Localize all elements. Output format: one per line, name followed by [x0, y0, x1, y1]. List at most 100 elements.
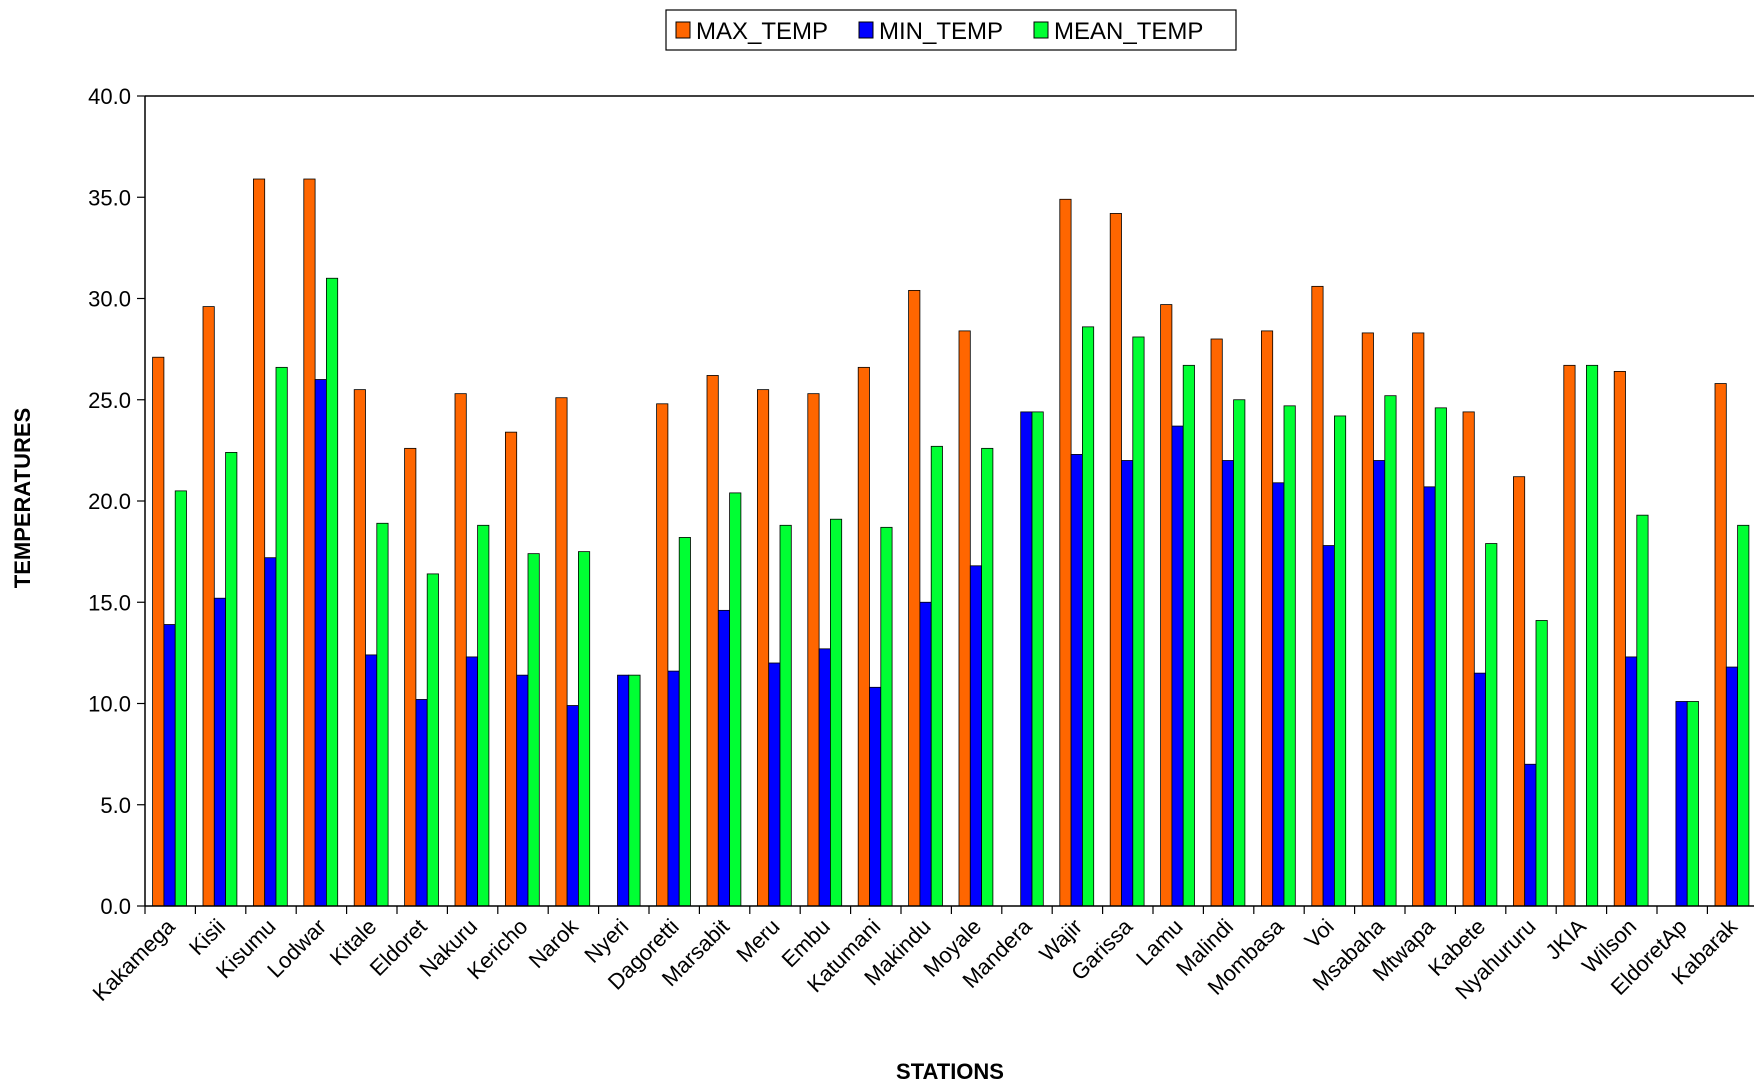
y-tick-label: 0.0 [100, 894, 131, 919]
bar-max-temp-voi [1311, 285, 1324, 907]
bar-max-temp-kabarak [1714, 383, 1727, 907]
bar-max-temp-makindu [908, 289, 921, 907]
y-tick-label: 10.0 [88, 692, 131, 717]
bar-mean-temp-mandera [1031, 411, 1044, 907]
bar-mean-temp-wilson [1636, 514, 1649, 907]
bar-mean-temp-kabete [1485, 543, 1498, 907]
bar-mean-temp-lamu [1182, 364, 1195, 907]
bar-max-temp-moyale [958, 330, 971, 907]
bar-min-temp-msabaha [1373, 460, 1386, 907]
bar-max-temp-mombasa [1261, 330, 1274, 907]
bar-max-temp-kisii [202, 306, 215, 907]
bar-min-temp-mtwapa [1423, 486, 1436, 907]
y-tick-label: 20.0 [88, 489, 131, 514]
bar-max-temp-wajir [1059, 198, 1072, 907]
bar-max-temp-katumani [857, 366, 870, 907]
legend-swatch-max-temp [675, 21, 691, 39]
bar-mean-temp-malindi [1233, 399, 1246, 907]
bar-min-temp-kakamega [163, 624, 176, 907]
bar-min-temp-makindu [919, 601, 932, 907]
bar-min-temp-kisumu [264, 557, 277, 907]
bar-mean-temp-dagoretti [678, 537, 691, 907]
bar-max-temp-kitale [353, 389, 366, 907]
bar-mean-temp-mtwapa [1434, 407, 1447, 907]
bar-max-temp-dagoretti [656, 403, 669, 907]
bar-mean-temp-mombasa [1283, 405, 1296, 907]
bar-max-temp-marsabit [706, 375, 719, 907]
bar-max-temp-garissa [1109, 213, 1122, 907]
bar-mean-temp-kisii [225, 451, 238, 907]
legend-box [665, 9, 1237, 51]
bar-min-temp-kisii [213, 597, 227, 907]
bar-min-temp-mandera [1020, 411, 1033, 907]
bar-mean-temp-eldoretap [1686, 701, 1699, 907]
y-tick-label: 15.0 [88, 590, 131, 615]
legend-label-min-temp: MIN_TEMP [879, 18, 1003, 45]
bar-min-temp-lamu [1171, 425, 1184, 907]
bar-min-temp-eldoretap [1675, 701, 1688, 907]
bar-max-temp-nakuru [454, 393, 467, 907]
bar-min-temp-lodwar [314, 379, 327, 907]
bar-mean-temp-wajir [1082, 326, 1095, 907]
bar-min-temp-narok [566, 705, 579, 907]
bar-mean-temp-embu [830, 518, 843, 907]
bar-max-temp-wilson [1613, 370, 1626, 907]
bar-mean-temp-kitale [376, 522, 389, 907]
bar-max-temp-narok [555, 397, 568, 907]
bars [152, 178, 1750, 907]
bar-min-temp-mombasa [1272, 482, 1285, 907]
x-tick-labels: Kakamega KisiiKisumuLodwarKitaleEldoretNa… [88, 913, 1743, 1006]
bar-mean-temp-jkia [1586, 364, 1599, 907]
legend-label-max-temp: MAX_TEMP [696, 18, 828, 45]
x-category-label: Meru [731, 914, 784, 967]
bar-min-temp-voi [1322, 545, 1335, 907]
bar-max-temp-eldoret [404, 447, 417, 907]
x-category-label: Voi [1300, 914, 1339, 953]
bar-max-temp-nyahururu [1513, 476, 1526, 907]
y-tick-label: 25.0 [88, 388, 131, 413]
bar-max-temp-malindi [1210, 338, 1223, 907]
bar-mean-temp-garissa [1132, 336, 1145, 907]
x-category-label: Kakamega [88, 913, 181, 1006]
bar-max-temp-lamu [1160, 304, 1173, 907]
bar-mean-temp-voi [1334, 415, 1347, 907]
bar-mean-temp-kisumu [275, 366, 288, 907]
bar-min-temp-wajir [1070, 454, 1083, 907]
bar-min-temp-wilson [1625, 656, 1638, 907]
bar-min-temp-embu [818, 648, 831, 907]
bar-min-temp-garissa [1121, 460, 1134, 907]
legend-swatch-min-temp [858, 21, 874, 39]
y-tick-label: 5.0 [100, 793, 131, 818]
bar-min-temp-katumani [869, 686, 882, 907]
y-tick-label: 40.0 [88, 84, 131, 109]
bar-min-temp-nakuru [465, 656, 478, 907]
bar-mean-temp-nakuru [477, 524, 490, 907]
bar-min-temp-nyahururu [1524, 763, 1537, 907]
bar-min-temp-malindi [1221, 460, 1235, 907]
bar-min-temp-dagoretti [667, 670, 680, 907]
bar-min-temp-kitale [365, 654, 378, 907]
bar-mean-temp-kericho [527, 553, 540, 907]
bar-mean-temp-kakamega [174, 490, 187, 907]
bar-min-temp-eldoret [415, 699, 428, 907]
bar-mean-temp-nyeri [628, 674, 641, 907]
bar-max-temp-msabaha [1361, 332, 1374, 907]
bar-max-temp-kakamega [152, 356, 165, 907]
bar-max-temp-kabete [1462, 411, 1475, 907]
x-category-label: Narok [524, 913, 584, 973]
bar-max-temp-meru [757, 389, 770, 907]
bar-max-temp-embu [807, 393, 820, 907]
bar-max-temp-kisumu [252, 178, 266, 907]
bar-mean-temp-lodwar [325, 277, 339, 907]
legend: MAX_TEMP MIN_TEMP MEAN_TEMP [665, 9, 1237, 51]
bar-max-temp-lodwar [303, 178, 316, 907]
bar-max-temp-jkia [1563, 364, 1576, 907]
legend-swatch-mean-temp [1033, 21, 1049, 39]
x-axis-title: STATIONS [896, 1059, 1004, 1084]
bar-max-temp-kericho [504, 431, 518, 907]
bar-min-temp-kabete [1473, 672, 1487, 907]
y-tick-labels: 0.0 5.0 10.0 15.0 20.0 25.0 30.0 35.0 40.0 [88, 84, 131, 919]
bar-mean-temp-makindu [930, 445, 943, 907]
bar-mean-temp-eldoret [426, 573, 439, 907]
